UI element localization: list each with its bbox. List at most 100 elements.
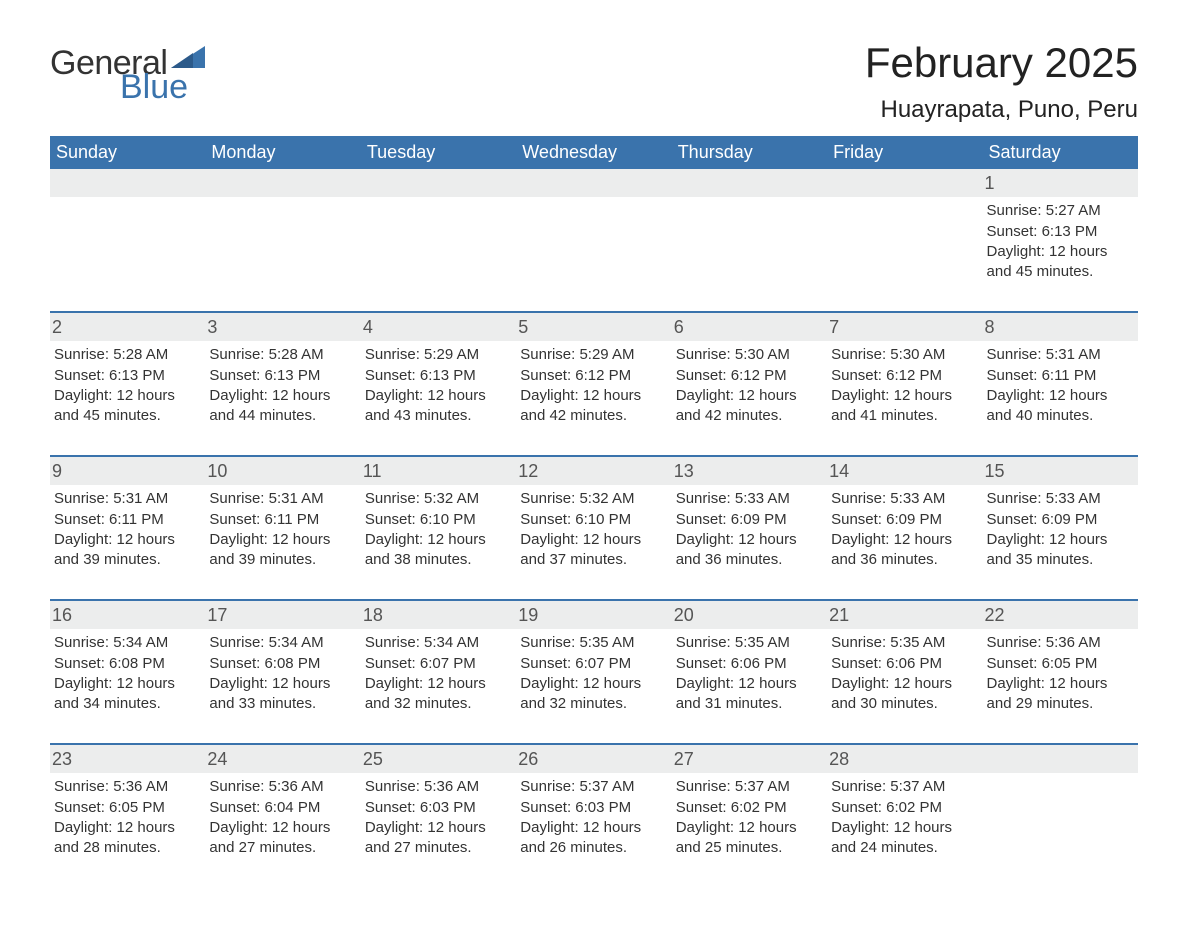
day-body: Sunrise: 5:36 AMSunset: 6:05 PMDaylight:… <box>54 777 201 858</box>
daylight-text: Daylight: 12 hours and 29 minutes. <box>987 674 1128 715</box>
calendar-header-row: Sunday Monday Tuesday Wednesday Thursday… <box>50 136 1138 169</box>
daylight-text: Daylight: 12 hours and 31 minutes. <box>676 674 817 715</box>
calendar-day-cell: 9Sunrise: 5:31 AMSunset: 6:11 PMDaylight… <box>50 457 205 599</box>
day-number: 15 <box>983 457 1138 485</box>
sunset-text: Sunset: 6:13 PM <box>54 366 195 386</box>
daylight-text: Daylight: 12 hours and 45 minutes. <box>54 386 195 427</box>
sunrise-text: Sunrise: 5:36 AM <box>987 633 1128 653</box>
sunrise-text: Sunrise: 5:29 AM <box>365 345 506 365</box>
day-number: 21 <box>827 601 982 629</box>
day-body: Sunrise: 5:34 AMSunset: 6:08 PMDaylight:… <box>54 633 201 714</box>
day-number: 11 <box>361 457 516 485</box>
day-number <box>516 169 671 197</box>
sunset-text: Sunset: 6:11 PM <box>209 510 350 530</box>
calendar-day-cell: 28Sunrise: 5:37 AMSunset: 6:02 PMDayligh… <box>827 745 982 887</box>
calendar-day-cell: 24Sunrise: 5:36 AMSunset: 6:04 PMDayligh… <box>205 745 360 887</box>
sunrise-text: Sunrise: 5:37 AM <box>520 777 661 797</box>
calendar-day-cell <box>205 169 360 311</box>
day-body: Sunrise: 5:33 AMSunset: 6:09 PMDaylight:… <box>831 489 978 570</box>
calendar-body: 1Sunrise: 5:27 AMSunset: 6:13 PMDaylight… <box>50 169 1138 887</box>
sunset-text: Sunset: 6:09 PM <box>987 510 1128 530</box>
day-body: Sunrise: 5:28 AMSunset: 6:13 PMDaylight:… <box>54 345 201 426</box>
calendar-day-cell: 27 Sunrise: 5:37 AMSunset: 6:02 PMDayligh… <box>672 745 827 887</box>
daylight-text: Daylight: 12 hours and 45 minutes. <box>987 242 1128 283</box>
calendar-day-cell: 25Sunrise: 5:36 AMSunset: 6:03 PMDayligh… <box>361 745 516 887</box>
calendar-day-cell: 3Sunrise: 5:28 AMSunset: 6:13 PMDaylight… <box>205 313 360 455</box>
day-body: Sunrise: 5:35 AMSunset: 6:07 PMDaylight:… <box>520 633 667 714</box>
sunrise-text: Sunrise: 5:35 AM <box>676 633 817 653</box>
sunrise-text: Sunrise: 5:33 AM <box>831 489 972 509</box>
calendar-day-cell: 2 Sunrise: 5:28 AMSunset: 6:13 PMDaylight… <box>50 313 205 455</box>
day-body: Sunrise: 5:34 AMSunset: 6:08 PMDaylight:… <box>209 633 356 714</box>
sunrise-text: Sunrise: 5:35 AM <box>831 633 972 653</box>
weekday-header: Saturday <box>983 136 1138 169</box>
sunrise-text: Sunrise: 5:30 AM <box>831 345 972 365</box>
sunset-text: Sunset: 6:13 PM <box>987 222 1128 242</box>
sunset-text: Sunset: 6:03 PM <box>520 798 661 818</box>
day-number: 5 <box>516 313 671 341</box>
calendar-day-cell <box>672 169 827 311</box>
day-number: 8 <box>983 313 1138 341</box>
daylight-text: Daylight: 12 hours and 32 minutes. <box>365 674 506 715</box>
daylight-text: Daylight: 12 hours and 38 minutes. <box>365 530 506 571</box>
day-number <box>361 169 516 197</box>
sunset-text: Sunset: 6:10 PM <box>520 510 661 530</box>
daylight-text: Daylight: 12 hours and 25 minutes. <box>676 818 817 859</box>
day-number: 27 <box>672 745 827 773</box>
weekday-header: Sunday <box>50 136 205 169</box>
sunset-text: Sunset: 6:11 PM <box>54 510 195 530</box>
calendar-day-cell: 22Sunrise: 5:36 AMSunset: 6:05 PMDayligh… <box>983 601 1138 743</box>
daylight-text: Daylight: 12 hours and 36 minutes. <box>676 530 817 571</box>
day-body: Sunrise: 5:34 AMSunset: 6:07 PMDaylight:… <box>365 633 512 714</box>
daylight-text: Daylight: 12 hours and 41 minutes. <box>831 386 972 427</box>
day-number: 10 <box>205 457 360 485</box>
sunset-text: Sunset: 6:08 PM <box>54 654 195 674</box>
daylight-text: Daylight: 12 hours and 35 minutes. <box>987 530 1128 571</box>
calendar-week-row: 9Sunrise: 5:31 AMSunset: 6:11 PMDaylight… <box>50 457 1138 599</box>
sunrise-text: Sunrise: 5:32 AM <box>520 489 661 509</box>
day-number: 12 <box>516 457 671 485</box>
sunset-text: Sunset: 6:13 PM <box>209 366 350 386</box>
sunrise-text: Sunrise: 5:31 AM <box>54 489 195 509</box>
sunrise-text: Sunrise: 5:36 AM <box>365 777 506 797</box>
sunset-text: Sunset: 6:09 PM <box>831 510 972 530</box>
sunset-text: Sunset: 6:02 PM <box>676 798 817 818</box>
day-body: Sunrise: 5:31 AMSunset: 6:11 PMDaylight:… <box>54 489 201 570</box>
calendar-day-cell: 21 Sunrise: 5:35 AMSunset: 6:06 PMDayligh… <box>827 601 982 743</box>
sunrise-text: Sunrise: 5:33 AM <box>676 489 817 509</box>
day-number: 2 <box>50 313 205 341</box>
daylight-text: Daylight: 12 hours and 36 minutes. <box>831 530 972 571</box>
weekday-header: Tuesday <box>361 136 516 169</box>
weekday-header: Thursday <box>672 136 827 169</box>
sunset-text: Sunset: 6:06 PM <box>831 654 972 674</box>
day-body: Sunrise: 5:36 AMSunset: 6:04 PMDaylight:… <box>209 777 356 858</box>
sunset-text: Sunset: 6:10 PM <box>365 510 506 530</box>
day-number <box>827 169 982 197</box>
title-block: February 2025 Huayrapata, Puno, Peru <box>865 40 1138 136</box>
sunset-text: Sunset: 6:07 PM <box>365 654 506 674</box>
day-number <box>672 169 827 197</box>
day-body: Sunrise: 5:29 AMSunset: 6:12 PMDaylight:… <box>520 345 667 426</box>
sunset-text: Sunset: 6:13 PM <box>365 366 506 386</box>
day-body: Sunrise: 5:30 AMSunset: 6:12 PMDaylight:… <box>831 345 978 426</box>
daylight-text: Daylight: 12 hours and 44 minutes. <box>209 386 350 427</box>
daylight-text: Daylight: 12 hours and 26 minutes. <box>520 818 661 859</box>
daylight-text: Daylight: 12 hours and 27 minutes. <box>209 818 350 859</box>
calendar-day-cell: 23Sunrise: 5:36 AMSunset: 6:05 PMDayligh… <box>50 745 205 887</box>
daylight-text: Daylight: 12 hours and 37 minutes. <box>520 530 661 571</box>
daylight-text: Daylight: 12 hours and 42 minutes. <box>676 386 817 427</box>
daylight-text: Daylight: 12 hours and 40 minutes. <box>987 386 1128 427</box>
sunrise-text: Sunrise: 5:37 AM <box>676 777 817 797</box>
sunrise-text: Sunrise: 5:29 AM <box>520 345 661 365</box>
sunset-text: Sunset: 6:12 PM <box>676 366 817 386</box>
calendar-day-cell <box>50 169 205 311</box>
page-header: General Blue February 2025 Huayrapata, P… <box>50 40 1138 136</box>
day-body: Sunrise: 5:36 AMSunset: 6:05 PMDaylight:… <box>987 633 1134 714</box>
daylight-text: Daylight: 12 hours and 27 minutes. <box>365 818 506 859</box>
day-body: Sunrise: 5:27 AMSunset: 6:13 PMDaylight:… <box>987 201 1134 282</box>
calendar-day-cell: 18Sunrise: 5:34 AMSunset: 6:07 PMDayligh… <box>361 601 516 743</box>
calendar-day-cell: 5 Sunrise: 5:29 AMSunset: 6:12 PMDaylight… <box>516 313 671 455</box>
daylight-text: Daylight: 12 hours and 30 minutes. <box>831 674 972 715</box>
day-number: 16 <box>50 601 205 629</box>
location-label: Huayrapata, Puno, Peru <box>865 96 1138 124</box>
